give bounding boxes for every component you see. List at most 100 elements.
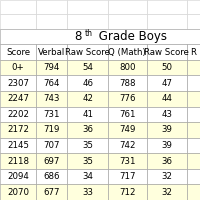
Text: 2118: 2118 [7, 157, 29, 166]
Bar [0, 153, 36, 169]
Bar [67, 0, 108, 14]
Bar [108, 14, 147, 29]
Bar [108, 184, 147, 200]
Bar [187, 91, 200, 107]
Text: R: R [191, 48, 197, 57]
Text: 749: 749 [119, 125, 136, 134]
Bar [108, 91, 147, 107]
Text: 2070: 2070 [7, 188, 29, 197]
Bar [108, 138, 147, 153]
Text: 44: 44 [161, 94, 172, 103]
Text: 0+: 0+ [12, 63, 24, 72]
Bar [108, 107, 147, 122]
Text: Score: Score [6, 48, 30, 57]
Text: 50: 50 [161, 63, 172, 72]
Text: 33: 33 [82, 188, 93, 197]
Bar [67, 91, 108, 107]
Bar [147, 138, 187, 153]
Text: Q (Math): Q (Math) [108, 48, 146, 57]
Bar [187, 0, 200, 14]
Bar [67, 153, 108, 169]
Bar [0, 0, 36, 14]
Bar [36, 91, 67, 107]
Text: 712: 712 [119, 188, 136, 197]
Bar [67, 14, 108, 29]
Bar [36, 0, 67, 14]
Bar [187, 107, 200, 122]
Bar [36, 75, 67, 91]
Bar [108, 0, 147, 14]
Text: 764: 764 [43, 79, 60, 88]
Bar [67, 138, 108, 153]
Text: 39: 39 [161, 125, 172, 134]
Text: 743: 743 [43, 94, 60, 103]
Text: 707: 707 [43, 141, 60, 150]
Bar [147, 75, 187, 91]
Bar [0, 14, 36, 29]
Bar [108, 60, 147, 75]
Bar [187, 75, 200, 91]
Text: 46: 46 [82, 79, 93, 88]
Text: Verbal: Verbal [38, 48, 65, 57]
Bar [36, 60, 67, 75]
Text: 742: 742 [119, 141, 136, 150]
Bar [0, 169, 36, 184]
Bar [36, 122, 67, 138]
Text: 686: 686 [43, 172, 60, 181]
Bar [187, 153, 200, 169]
Text: 42: 42 [82, 94, 93, 103]
Bar [36, 169, 67, 184]
Text: 32: 32 [161, 188, 172, 197]
Bar [187, 122, 200, 138]
Text: 677: 677 [43, 188, 60, 197]
Bar [147, 122, 187, 138]
Bar [147, 169, 187, 184]
Bar [67, 107, 108, 122]
Bar [147, 0, 187, 14]
Bar [0, 44, 36, 60]
Bar [108, 44, 147, 60]
Text: 54: 54 [82, 63, 93, 72]
Text: 2172: 2172 [7, 125, 29, 134]
Bar [0, 29, 200, 44]
Text: th: th [85, 29, 93, 38]
Bar [67, 60, 108, 75]
Text: 43: 43 [161, 110, 172, 119]
Text: 39: 39 [161, 141, 172, 150]
Bar [36, 184, 67, 200]
Text: Grade Boys: Grade Boys [95, 30, 167, 43]
Bar [147, 60, 187, 75]
Bar [0, 75, 36, 91]
Text: 35: 35 [82, 141, 93, 150]
Bar [147, 44, 187, 60]
Text: 41: 41 [82, 110, 93, 119]
Bar [67, 44, 108, 60]
Bar [67, 75, 108, 91]
Bar [187, 44, 200, 60]
Bar [187, 169, 200, 184]
Bar [67, 169, 108, 184]
Bar [36, 138, 67, 153]
Text: 2094: 2094 [7, 172, 29, 181]
Bar [147, 91, 187, 107]
Text: Raw Score: Raw Score [65, 48, 110, 57]
Text: 2307: 2307 [7, 79, 29, 88]
Text: 719: 719 [44, 125, 60, 134]
Text: 731: 731 [119, 157, 136, 166]
Bar [147, 107, 187, 122]
Bar [187, 184, 200, 200]
Bar [108, 122, 147, 138]
Text: 794: 794 [44, 63, 60, 72]
Bar [0, 107, 36, 122]
Text: 761: 761 [119, 110, 136, 119]
Bar [108, 169, 147, 184]
Bar [0, 91, 36, 107]
Bar [36, 107, 67, 122]
Bar [187, 14, 200, 29]
Text: 717: 717 [119, 172, 136, 181]
Text: 2145: 2145 [7, 141, 29, 150]
Bar [187, 138, 200, 153]
Text: 34: 34 [82, 172, 93, 181]
Text: 32: 32 [161, 172, 172, 181]
Bar [147, 14, 187, 29]
